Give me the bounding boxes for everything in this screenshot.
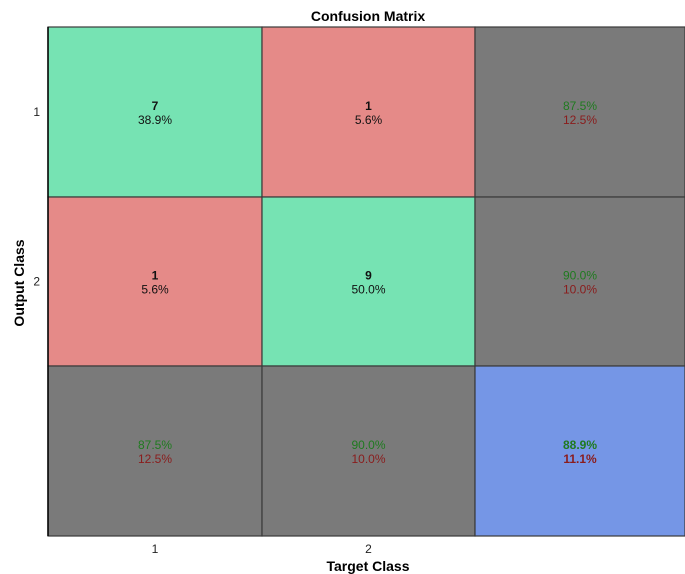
summary-incorrect-percent: 10.0% bbox=[351, 452, 385, 466]
overall-correct-percent: 88.9% bbox=[563, 438, 597, 452]
cell-output1-target2: 15.6% bbox=[261, 26, 476, 198]
cell-count: 9 bbox=[365, 269, 372, 283]
cell-output2-target2: 950.0% bbox=[261, 196, 476, 367]
cell-background bbox=[261, 365, 476, 537]
column-summary-2: 90.0%10.0% bbox=[261, 365, 476, 537]
overall-incorrect-percent: 11.1% bbox=[563, 452, 597, 466]
cell-count: 1 bbox=[365, 99, 372, 113]
y-tick-label: 2 bbox=[33, 275, 40, 289]
cell-count: 1 bbox=[152, 269, 159, 283]
x-tick-label: 2 bbox=[365, 542, 372, 556]
cell-percent: 5.6% bbox=[141, 283, 169, 297]
y-axis-label: Output Class bbox=[11, 239, 27, 326]
overall-accuracy-cell: 88.9%11.1% bbox=[474, 365, 685, 537]
column-summary-1: 87.5%12.5% bbox=[47, 365, 263, 537]
row-summary-2: 90.0%10.0% bbox=[474, 196, 685, 367]
summary-correct-percent: 87.5% bbox=[138, 438, 172, 452]
summary-incorrect-percent: 12.5% bbox=[563, 113, 597, 127]
axis-ticks: 1 2 1 2 bbox=[33, 27, 372, 556]
cell-output2-target1: 15.6% bbox=[47, 196, 263, 367]
summary-correct-percent: 87.5% bbox=[563, 99, 597, 113]
cell-percent: 5.6% bbox=[355, 113, 383, 127]
matrix-cells: 738.9%15.6%15.6%950.0%87.5%12.5%90.0%10.… bbox=[47, 26, 685, 537]
cell-background bbox=[474, 26, 685, 198]
cell-background bbox=[47, 26, 263, 198]
cell-background bbox=[474, 196, 685, 367]
row-summary-1: 87.5%12.5% bbox=[474, 26, 685, 198]
summary-incorrect-percent: 12.5% bbox=[138, 452, 172, 466]
x-axis-label: Target Class bbox=[327, 558, 410, 574]
summary-correct-percent: 90.0% bbox=[351, 438, 385, 452]
cell-background bbox=[261, 26, 476, 198]
cell-background bbox=[261, 196, 476, 367]
cell-percent: 38.9% bbox=[138, 113, 172, 127]
chart-title: Confusion Matrix bbox=[311, 8, 426, 24]
x-tick-label: 1 bbox=[152, 542, 159, 556]
cell-output1-target1: 738.9% bbox=[47, 26, 263, 198]
cell-background bbox=[474, 365, 685, 537]
summary-correct-percent: 90.0% bbox=[563, 269, 597, 283]
y-tick-label: 1 bbox=[33, 105, 40, 119]
cell-background bbox=[47, 196, 263, 367]
summary-incorrect-percent: 10.0% bbox=[563, 283, 597, 297]
cell-count: 7 bbox=[152, 99, 159, 113]
cell-percent: 50.0% bbox=[351, 283, 385, 297]
